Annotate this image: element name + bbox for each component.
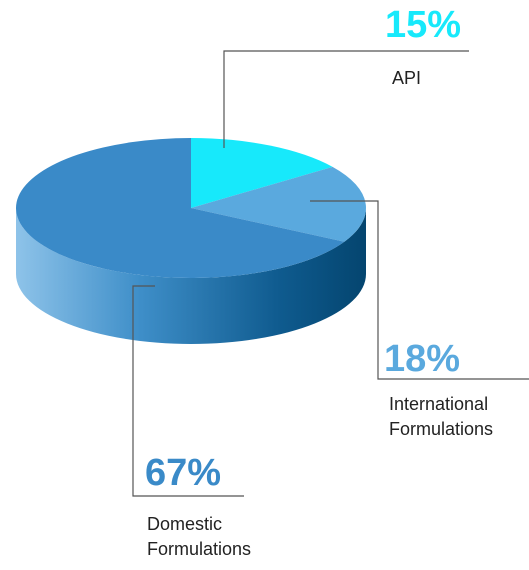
category-label-international: International Formulations (389, 392, 493, 442)
pie-slices (15, 137, 366, 278)
pie-side-wall (16, 208, 366, 344)
category-label-line: International (389, 394, 489, 414)
leader-line-international (310, 200, 529, 380)
percent-label-api: 15% (385, 4, 462, 46)
leader-line-api (223, 50, 469, 148)
category-label-api: API (392, 66, 421, 91)
pie-slice-api (191, 138, 333, 208)
category-label-line: Formulations (389, 419, 494, 439)
percent-label-domestic: 67% (145, 452, 222, 494)
category-label-line: API (392, 68, 422, 88)
category-label-line: Domestic (147, 514, 223, 534)
category-label-line: Formulations (147, 539, 252, 559)
percent-label-international: 18% (384, 338, 461, 380)
pie-slice-domestic (15, 137, 345, 278)
pie-side-walls (16, 208, 366, 344)
pie-slice-international (191, 166, 366, 242)
leader-lines (132, 50, 529, 497)
category-label-domestic: Domestic Formulations (147, 512, 251, 562)
leader-line-domestic (132, 285, 244, 497)
